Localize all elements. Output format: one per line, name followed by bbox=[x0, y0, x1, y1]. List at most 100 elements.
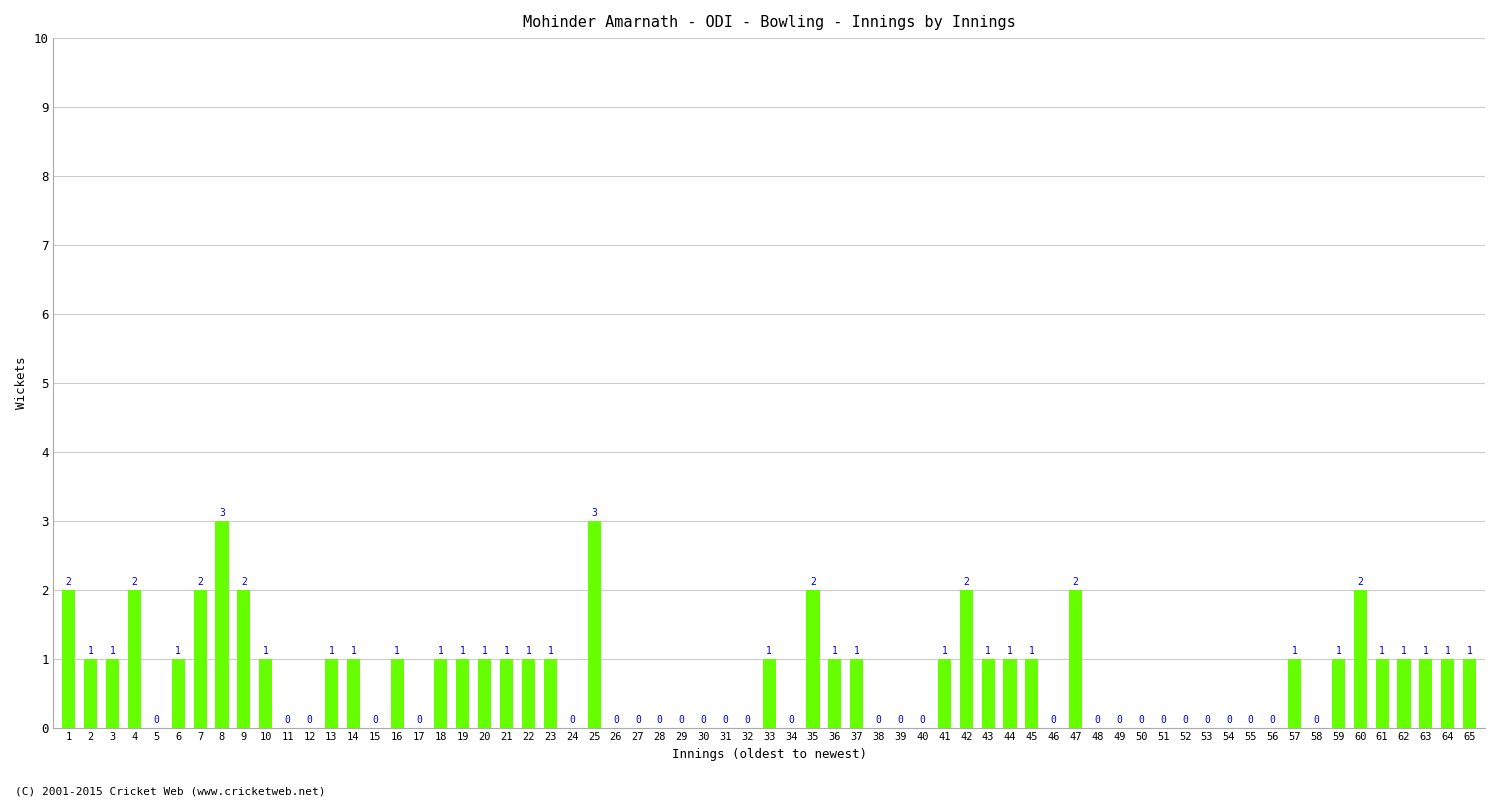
Text: 1: 1 bbox=[110, 646, 116, 656]
Bar bbox=[762, 658, 776, 727]
Text: 1: 1 bbox=[766, 646, 772, 656]
Text: 3: 3 bbox=[591, 508, 597, 518]
Text: 1: 1 bbox=[1029, 646, 1035, 656]
Bar bbox=[216, 521, 228, 727]
Text: 0: 0 bbox=[1052, 715, 1056, 725]
Bar bbox=[326, 658, 338, 727]
Bar bbox=[1004, 658, 1017, 727]
Bar bbox=[938, 658, 951, 727]
Text: 3: 3 bbox=[219, 508, 225, 518]
Text: 0: 0 bbox=[678, 715, 684, 725]
Bar bbox=[128, 590, 141, 727]
Bar bbox=[1419, 658, 1432, 727]
Text: 0: 0 bbox=[285, 715, 291, 725]
Bar bbox=[390, 658, 404, 727]
Bar bbox=[588, 521, 600, 727]
Text: 1: 1 bbox=[504, 646, 510, 656]
Bar bbox=[62, 590, 75, 727]
Text: 0: 0 bbox=[1138, 715, 1144, 725]
Bar bbox=[828, 658, 842, 727]
Bar bbox=[1398, 658, 1410, 727]
Bar bbox=[960, 590, 974, 727]
Text: 0: 0 bbox=[634, 715, 640, 725]
Bar bbox=[1332, 658, 1346, 727]
Text: 0: 0 bbox=[897, 715, 903, 725]
Bar bbox=[850, 658, 864, 727]
Bar bbox=[194, 590, 207, 727]
Bar bbox=[1376, 658, 1389, 727]
Text: 1: 1 bbox=[460, 646, 465, 656]
Bar bbox=[1353, 590, 1366, 727]
Text: 2: 2 bbox=[963, 577, 969, 587]
Text: 1: 1 bbox=[328, 646, 334, 656]
Bar bbox=[237, 590, 250, 727]
Text: 2: 2 bbox=[66, 577, 72, 587]
Bar bbox=[456, 658, 470, 727]
Text: 1: 1 bbox=[1007, 646, 1013, 656]
Text: 0: 0 bbox=[1226, 715, 1232, 725]
Text: 1: 1 bbox=[1292, 646, 1298, 656]
Bar bbox=[1288, 658, 1300, 727]
Bar bbox=[346, 658, 360, 727]
Text: 1: 1 bbox=[942, 646, 948, 656]
Text: 0: 0 bbox=[1248, 715, 1254, 725]
Text: 1: 1 bbox=[351, 646, 355, 656]
Text: 2: 2 bbox=[1072, 577, 1078, 587]
Text: 0: 0 bbox=[657, 715, 663, 725]
Text: 1: 1 bbox=[853, 646, 859, 656]
Bar bbox=[84, 658, 98, 727]
Text: 0: 0 bbox=[306, 715, 312, 725]
Text: 1: 1 bbox=[1378, 646, 1384, 656]
Bar bbox=[500, 658, 513, 727]
Text: 1: 1 bbox=[1424, 646, 1430, 656]
Text: 1: 1 bbox=[548, 646, 554, 656]
Text: 1: 1 bbox=[176, 646, 181, 656]
Text: 0: 0 bbox=[153, 715, 159, 725]
Bar bbox=[1070, 590, 1082, 727]
Bar bbox=[522, 658, 536, 727]
Text: 1: 1 bbox=[482, 646, 488, 656]
Text: 1: 1 bbox=[87, 646, 93, 656]
Text: 1: 1 bbox=[262, 646, 268, 656]
Text: 1: 1 bbox=[1444, 646, 1450, 656]
Bar bbox=[543, 658, 556, 727]
Y-axis label: Wickets: Wickets bbox=[15, 357, 28, 409]
Text: 0: 0 bbox=[614, 715, 620, 725]
Text: 0: 0 bbox=[876, 715, 882, 725]
Bar bbox=[171, 658, 184, 727]
Bar bbox=[981, 658, 994, 727]
Bar bbox=[260, 658, 273, 727]
Bar bbox=[106, 658, 118, 727]
Text: 2: 2 bbox=[132, 577, 138, 587]
Text: 0: 0 bbox=[416, 715, 422, 725]
Text: 0: 0 bbox=[1204, 715, 1210, 725]
Text: 0: 0 bbox=[723, 715, 729, 725]
Text: 0: 0 bbox=[920, 715, 926, 725]
Text: 0: 0 bbox=[1116, 715, 1122, 725]
Text: 0: 0 bbox=[1095, 715, 1101, 725]
Bar bbox=[435, 658, 447, 727]
Text: 1: 1 bbox=[394, 646, 400, 656]
Text: 0: 0 bbox=[788, 715, 794, 725]
Text: 0: 0 bbox=[1269, 715, 1275, 725]
Bar bbox=[1442, 658, 1455, 727]
Text: 0: 0 bbox=[1161, 715, 1166, 725]
Text: 2: 2 bbox=[1358, 577, 1364, 587]
Text: 1: 1 bbox=[1335, 646, 1341, 656]
Text: 0: 0 bbox=[570, 715, 574, 725]
Text: 1: 1 bbox=[833, 646, 839, 656]
Text: 1: 1 bbox=[525, 646, 531, 656]
Text: 1: 1 bbox=[1467, 646, 1473, 656]
Bar bbox=[478, 658, 490, 727]
Bar bbox=[1462, 658, 1476, 727]
Text: 2: 2 bbox=[810, 577, 816, 587]
Text: 2: 2 bbox=[242, 577, 248, 587]
Text: 0: 0 bbox=[744, 715, 750, 725]
Text: 1: 1 bbox=[438, 646, 444, 656]
Text: 0: 0 bbox=[372, 715, 378, 725]
Text: (C) 2001-2015 Cricket Web (www.cricketweb.net): (C) 2001-2015 Cricket Web (www.cricketwe… bbox=[15, 786, 326, 796]
Bar bbox=[807, 590, 819, 727]
Text: 0: 0 bbox=[700, 715, 706, 725]
Text: 0: 0 bbox=[1182, 715, 1188, 725]
Bar bbox=[1026, 658, 1038, 727]
